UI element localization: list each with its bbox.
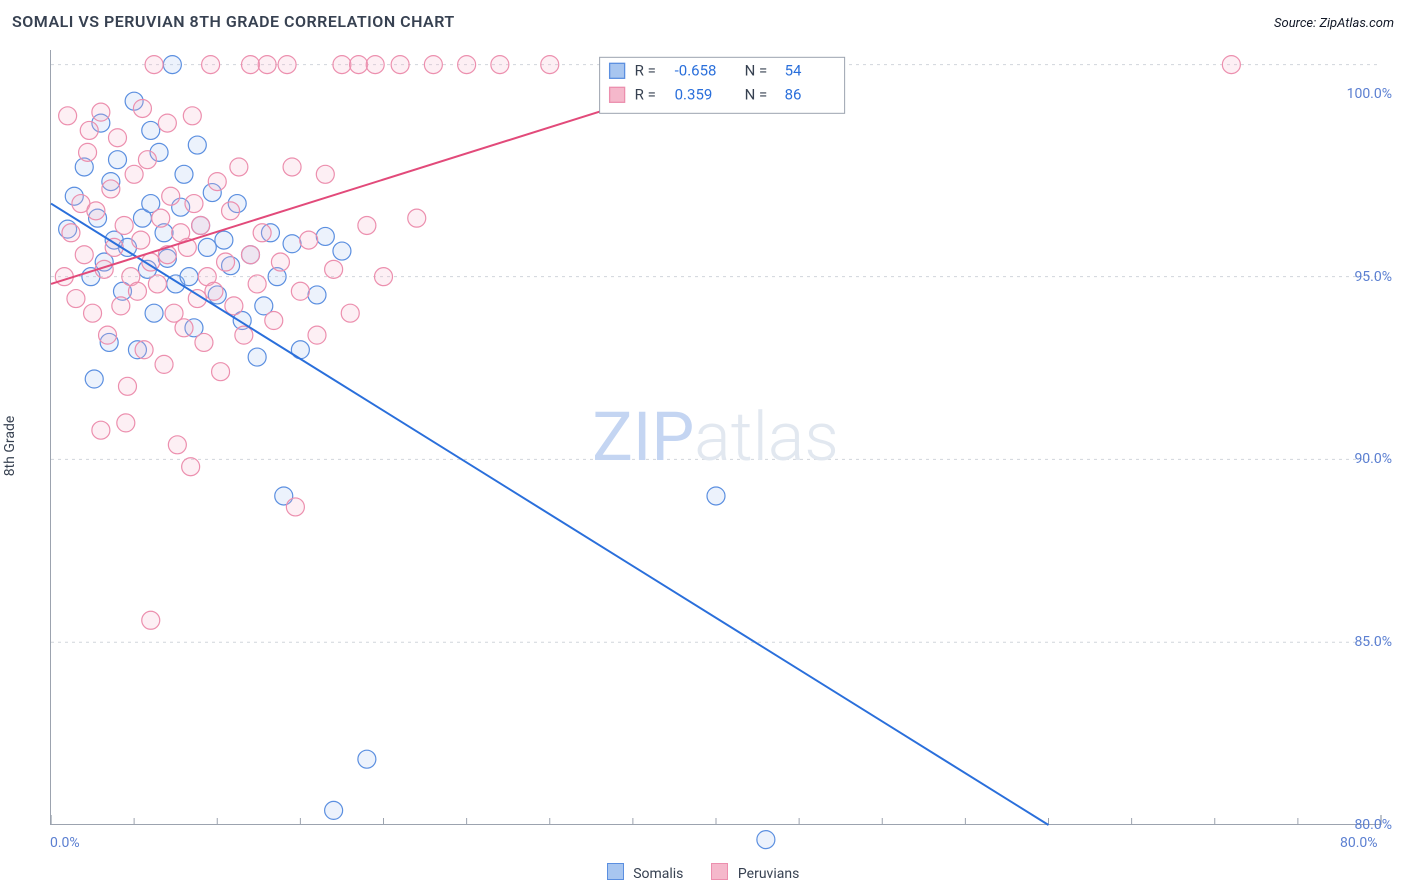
svg-text:N =: N = xyxy=(745,85,768,103)
legend-label-somalis: Somalis xyxy=(633,866,683,882)
y-tick-label: 85.0% xyxy=(1354,634,1392,650)
plot-svg: R = -0.658 N = 54 R = 0.359 N = 86 xyxy=(51,50,1381,825)
svg-text:0.359: 0.359 xyxy=(675,85,713,103)
legend-swatch-peruvians xyxy=(711,863,728,880)
legend-bottom: Somalis Peruvians xyxy=(0,863,1406,882)
x-tick-label: 80.0% xyxy=(1340,835,1378,851)
svg-text:-0.658: -0.658 xyxy=(675,61,717,79)
y-tick-label: 90.0% xyxy=(1354,451,1392,467)
chart-container: SOMALI VS PERUVIAN 8TH GRADE CORRELATION… xyxy=(0,0,1406,892)
x-tick-label: 0.0% xyxy=(50,835,80,851)
legend-swatch-somalis xyxy=(607,863,624,880)
svg-text:86: 86 xyxy=(785,85,802,103)
source-label: Source: ZipAtlas.com xyxy=(1274,16,1394,31)
title-bar: SOMALI VS PERUVIAN 8TH GRADE CORRELATION… xyxy=(12,12,1394,31)
y-tick-label: 100.0% xyxy=(1347,86,1392,102)
legend-item-somalis: Somalis xyxy=(607,863,684,882)
source-prefix: Source: xyxy=(1274,16,1316,31)
legend-label-peruvians: Peruvians xyxy=(738,866,799,882)
svg-text:54: 54 xyxy=(785,61,802,79)
source-value: ZipAtlas.com xyxy=(1319,16,1394,31)
chart-title: SOMALI VS PERUVIAN 8TH GRADE CORRELATION… xyxy=(12,12,455,31)
y-axis-label: 8th Grade xyxy=(2,416,18,477)
y-tick-label: 95.0% xyxy=(1354,269,1392,285)
legend-item-peruvians: Peruvians xyxy=(711,863,799,882)
svg-text:R =: R = xyxy=(635,85,656,103)
y-tick-label: 80.0% xyxy=(1354,817,1392,833)
svg-text:N =: N = xyxy=(745,61,768,79)
svg-text:R =: R = xyxy=(635,61,656,79)
plot-area: R =-0.658N =54R = 0.359N =86 ZIPatlas xyxy=(50,50,1380,825)
